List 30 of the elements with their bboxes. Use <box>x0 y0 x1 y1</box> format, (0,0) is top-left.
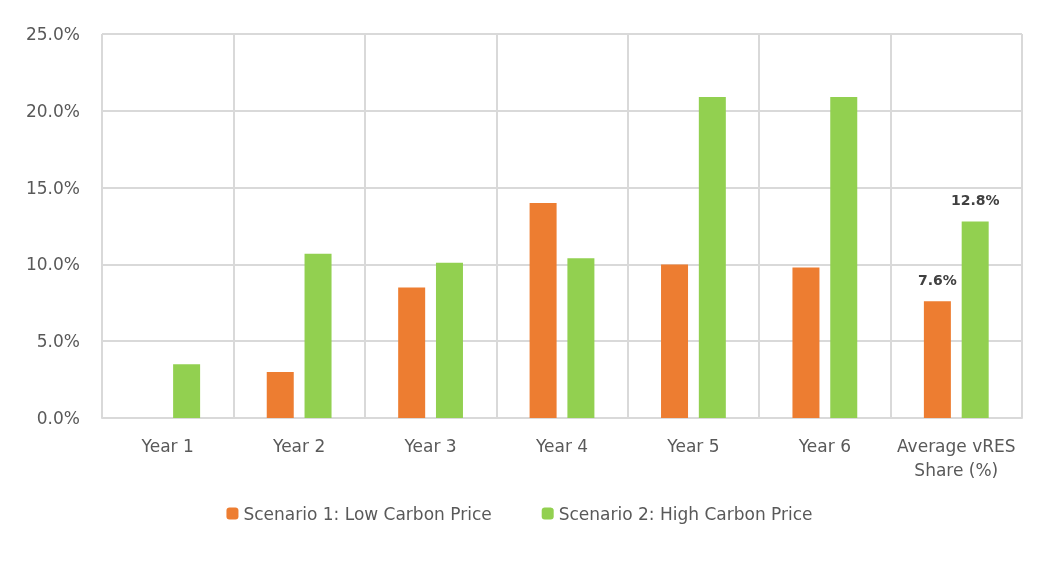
x-tick-label: Year 6 <box>797 436 851 456</box>
x-tick-label: Year 5 <box>666 436 720 456</box>
legend-label: Scenario 1: Low Carbon Price <box>243 503 492 524</box>
x-tick-label: Average vRES Share (%) <box>896 436 1016 480</box>
bar <box>529 202 557 418</box>
y-tick-label: 25.0% <box>25 24 80 44</box>
bar <box>567 258 595 418</box>
data-label: 12.8% <box>950 192 1000 209</box>
data-label: 7.6% <box>917 272 957 289</box>
bar <box>398 287 426 418</box>
y-tick-label: 5.0% <box>36 331 80 352</box>
x-tick-label: Year 3 <box>403 436 457 456</box>
bar <box>661 264 689 418</box>
bar <box>435 262 463 418</box>
x-tick-label: Year 4 <box>534 436 589 456</box>
y-tick-label: 10.0% <box>25 254 80 275</box>
y-tick-label: 0.0% <box>36 408 80 428</box>
y-tick-label: 20.0% <box>25 100 80 121</box>
x-tick-label: Year 1 <box>140 436 194 456</box>
bar <box>304 253 332 418</box>
x-tick-label: Year 2 <box>272 436 326 456</box>
legend-label: Scenario 2: High Carbon Price <box>558 503 813 524</box>
bar <box>266 371 294 418</box>
bar <box>961 221 989 418</box>
bar <box>698 96 726 418</box>
bar <box>173 364 201 418</box>
bar <box>792 267 820 418</box>
bar <box>830 96 858 418</box>
bar <box>923 301 951 418</box>
y-tick-label: 15.0% <box>25 177 80 198</box>
